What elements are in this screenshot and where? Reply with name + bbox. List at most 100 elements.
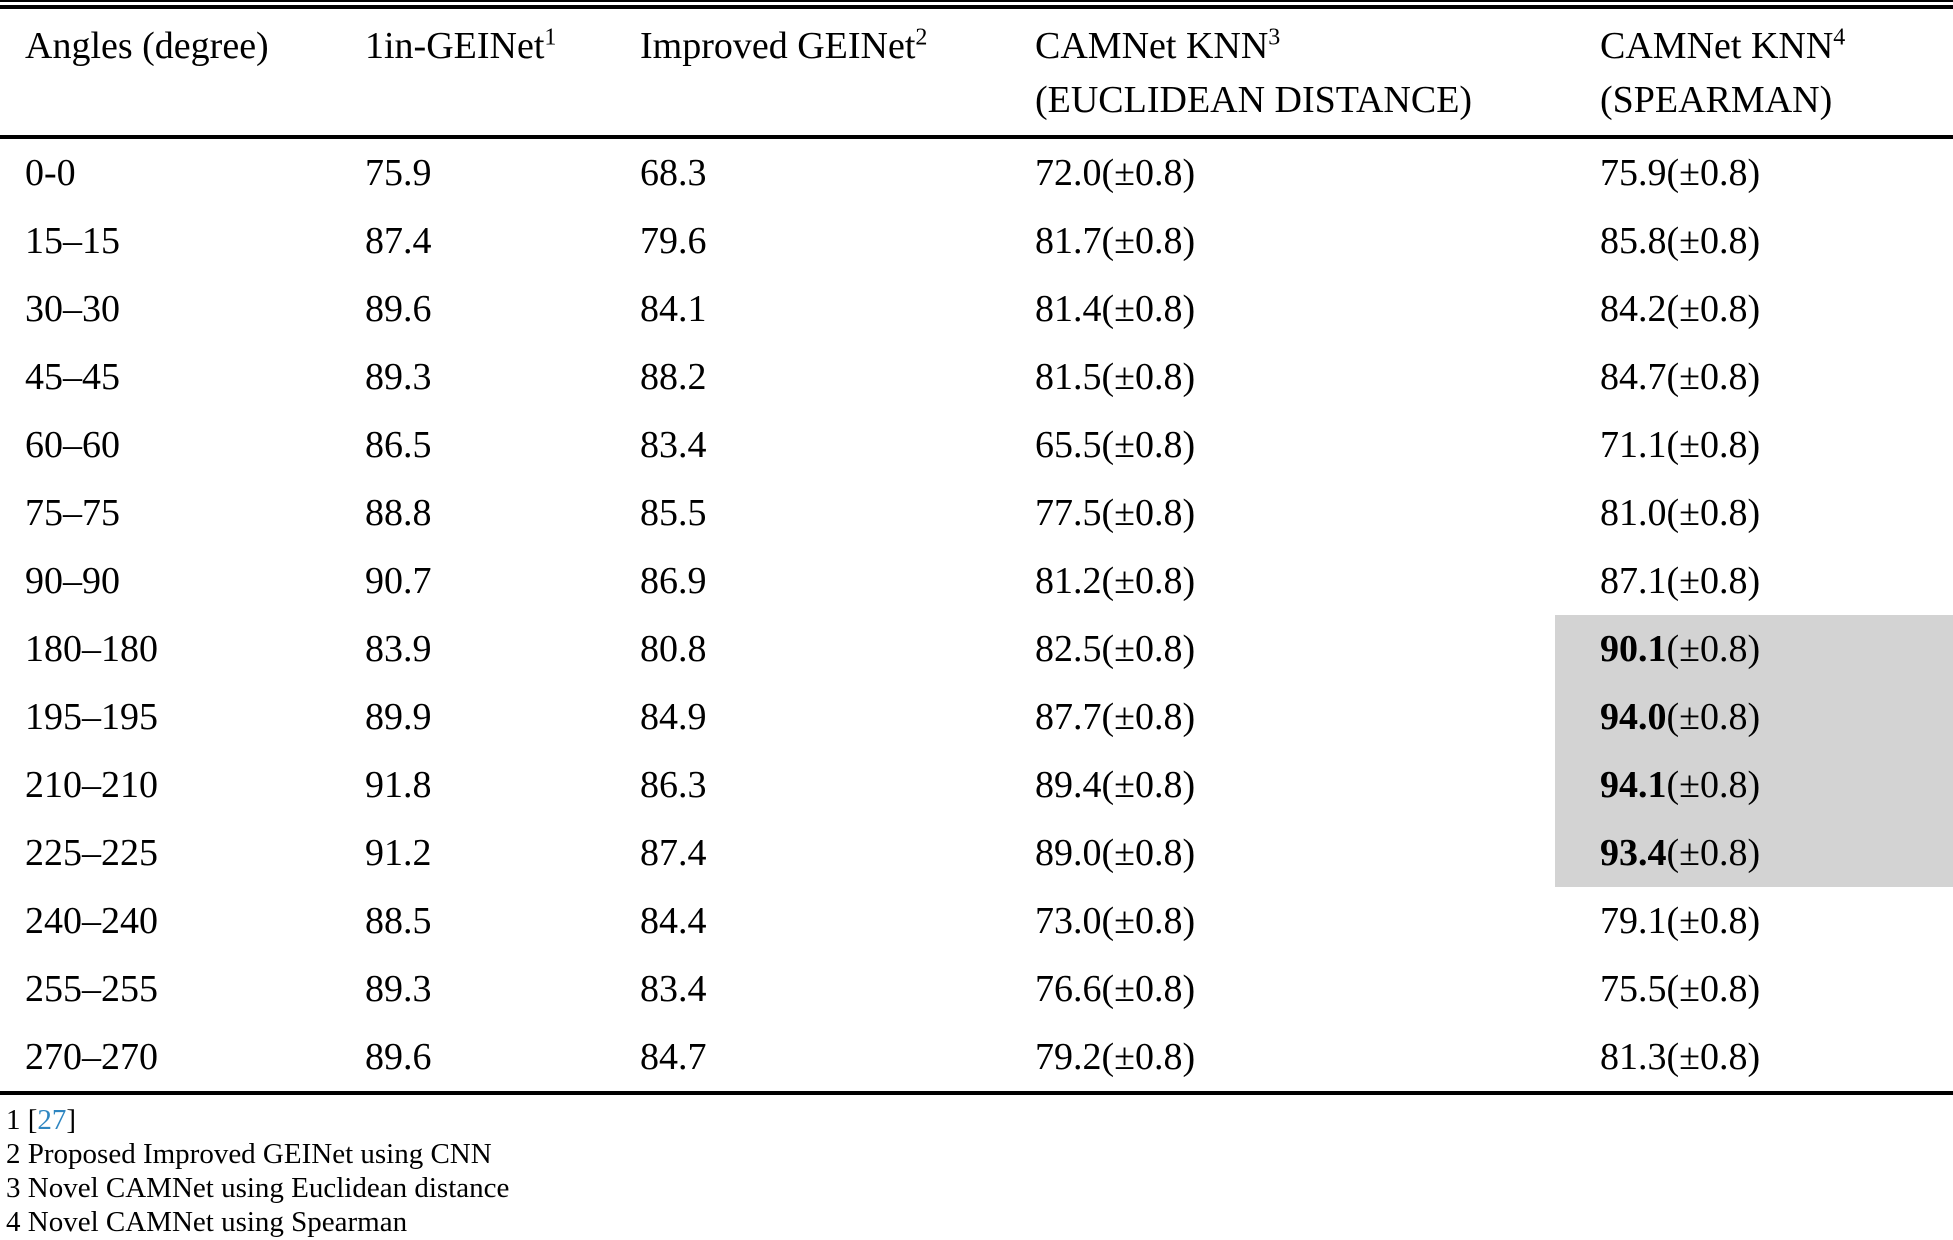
cell-improved-geinet: 86.3 (640, 764, 707, 806)
cell-angle: 30–30 (25, 288, 120, 330)
accuracy-value: 81.7 (1035, 220, 1102, 262)
cell-camnet-spearman: 75.9(±0.8) (1555, 137, 1953, 207)
cell-1in-geinet: 88.8 (365, 492, 432, 534)
column-header-subtitle: (EUCLIDEAN DISTANCE) (1035, 79, 1473, 121)
cell-camnet-spearman: 93.4(±0.8) (1555, 819, 1953, 887)
cell-camnet-euclidean: 81.4(±0.8) (1010, 275, 1555, 343)
accuracy-value: 65.5 (1035, 424, 1102, 466)
cell-angle: 60–60 (25, 424, 120, 466)
column-header-camnet-spearman: CAMNet KNN4 (SPEARMAN) (1555, 9, 1953, 139)
accuracy-value: 89.4 (1035, 764, 1102, 806)
cell-camnet-euclidean: 89.4(±0.8) (1010, 751, 1555, 819)
error-margin: (±0.8) (1666, 288, 1761, 330)
cell-angle: 270–270 (25, 1036, 158, 1078)
cell-angle: 90–90 (25, 560, 120, 602)
cell-improved-geinet: 83.4 (640, 424, 707, 466)
cell-angle: 15–15 (25, 220, 120, 262)
cell-1in-geinet: 90.7 (365, 560, 432, 602)
cell-camnet-spearman: 84.2(±0.8) (1555, 275, 1953, 343)
footnote-marker: 1 (6, 1104, 21, 1136)
accuracy-value: 87.1 (1600, 560, 1667, 602)
cell-1in-geinet: 88.5 (365, 900, 432, 942)
footnote-ref: 2 (915, 24, 928, 51)
column-header-camnet-euclidean: CAMNet KNN3 (EUCLIDEAN DISTANCE) (1010, 9, 1555, 139)
footnote: 1 [27] (6, 1104, 77, 1136)
cell-improved-geinet: 84.9 (640, 696, 707, 738)
column-header-label: CAMNet KNN (1600, 25, 1834, 67)
accuracy-value: 73.0 (1035, 900, 1102, 942)
cell-angle: 45–45 (25, 356, 120, 398)
cell-camnet-spearman: 79.1(±0.8) (1555, 887, 1953, 955)
cell-camnet-euclidean: 89.0(±0.8) (1010, 819, 1555, 887)
table-row: 210–210 91.8 86.3 89.4(±0.8) 94.1(±0.8) (0, 751, 1953, 819)
cell-1in-geinet: 91.2 (365, 832, 432, 874)
cell-camnet-euclidean: 73.0(±0.8) (1010, 887, 1555, 955)
accuracy-value: 84.7 (1600, 356, 1667, 398)
cell-1in-geinet: 87.4 (365, 220, 432, 262)
table-row: 15–15 87.4 79.6 81.7(±0.8) 85.8(±0.8) (0, 207, 1953, 275)
cell-1in-geinet: 75.9 (365, 152, 432, 194)
accuracy-value: 85.8 (1600, 220, 1667, 262)
accuracy-value: 75.5 (1600, 968, 1667, 1010)
table-row: 30–30 89.6 84.1 81.4(±0.8) 84.2(±0.8) (0, 275, 1953, 343)
cell-1in-geinet: 89.6 (365, 288, 432, 330)
cell-improved-geinet: 86.9 (640, 560, 707, 602)
error-margin: (±0.8) (1666, 152, 1761, 194)
cell-angle: 195–195 (25, 696, 158, 738)
error-margin: (±0.8) (1101, 356, 1196, 398)
header-row: Angles (degree) 1in-GEINet1 Improved GEI… (0, 9, 1953, 139)
cell-camnet-euclidean: 76.6(±0.8) (1010, 955, 1555, 1023)
footnote-ref: 3 (1268, 24, 1281, 51)
error-margin: (±0.8) (1101, 492, 1196, 534)
cell-improved-geinet: 84.7 (640, 1036, 707, 1078)
cell-1in-geinet: 91.8 (365, 764, 432, 806)
accuracy-value: 77.5 (1035, 492, 1102, 534)
cell-1in-geinet: 86.5 (365, 424, 432, 466)
cell-1in-geinet: 89.9 (365, 696, 432, 738)
accuracy-value: 94.0 (1600, 696, 1667, 738)
footnote-ref: 4 (1833, 24, 1846, 51)
column-header-angles: Angles (degree) (0, 9, 340, 139)
footnote-marker: 3 (6, 1172, 21, 1204)
error-margin: (±0.8) (1666, 832, 1761, 874)
cell-improved-geinet: 88.2 (640, 356, 707, 398)
accuracy-value: 89.0 (1035, 832, 1102, 874)
error-margin: (±0.8) (1101, 696, 1196, 738)
cell-camnet-euclidean: 81.5(±0.8) (1010, 343, 1555, 411)
citation-link[interactable]: 27 (37, 1104, 67, 1136)
column-header-label: Improved GEINet (640, 25, 916, 67)
table-row: 270–270 89.6 84.7 79.2(±0.8) 81.3(±0.8) (0, 1023, 1953, 1093)
cell-angle: 255–255 (25, 968, 158, 1010)
accuracy-value: 81.4 (1035, 288, 1102, 330)
accuracy-value: 75.9 (1600, 152, 1667, 194)
accuracy-value: 94.1 (1600, 764, 1667, 806)
error-margin: (±0.8) (1666, 900, 1761, 942)
cell-angle: 240–240 (25, 900, 158, 942)
error-margin: (±0.8) (1101, 288, 1196, 330)
error-margin: (±0.8) (1666, 696, 1761, 738)
error-margin: (±0.8) (1101, 560, 1196, 602)
error-margin: (±0.8) (1101, 900, 1196, 942)
error-margin: (±0.8) (1666, 356, 1761, 398)
error-margin: (±0.8) (1101, 628, 1196, 670)
cell-improved-geinet: 87.4 (640, 832, 707, 874)
cell-camnet-spearman: 94.1(±0.8) (1555, 751, 1953, 819)
error-margin: (±0.8) (1101, 424, 1196, 466)
accuracy-value: 79.1 (1600, 900, 1667, 942)
error-margin: (±0.8) (1101, 220, 1196, 262)
error-margin: (±0.8) (1666, 492, 1761, 534)
table-top-rule (0, 0, 1953, 9)
accuracy-value: 72.0 (1035, 152, 1102, 194)
cell-camnet-spearman: 81.3(±0.8) (1555, 1023, 1953, 1093)
accuracy-value: 93.4 (1600, 832, 1667, 874)
accuracy-value: 81.5 (1035, 356, 1102, 398)
footnote-text: Proposed Improved GEINet using CNN (27, 1138, 492, 1170)
column-header-improved-geinet: Improved GEINet2 (615, 9, 1010, 139)
cell-camnet-spearman: 75.5(±0.8) (1555, 955, 1953, 1023)
cell-camnet-euclidean: 79.2(±0.8) (1010, 1023, 1555, 1093)
table-body: 0-0 75.9 68.3 72.0(±0.8) 75.9(±0.8) 15–15 87.4… (0, 137, 1953, 1093)
error-margin: (±0.8) (1666, 628, 1761, 670)
cell-1in-geinet: 89.3 (365, 968, 432, 1010)
table-row: 180–180 83.9 80.8 82.5(±0.8) 90.1(±0.8) (0, 615, 1953, 683)
accuracy-value: 79.2 (1035, 1036, 1102, 1078)
